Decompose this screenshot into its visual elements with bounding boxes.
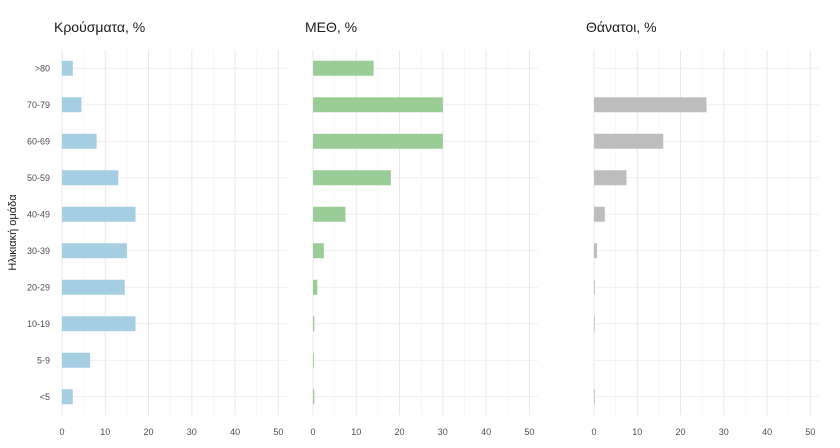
x-tick-label: 20 — [144, 427, 154, 437]
bar-10-19 — [62, 316, 136, 332]
x-tick-label: 20 — [395, 427, 405, 437]
bar-<5 — [62, 389, 73, 405]
y-tick-label: 70-79 — [27, 100, 50, 110]
x-tick-label: 50 — [805, 427, 815, 437]
bar-50-59 — [62, 170, 119, 186]
bar-20-29 — [594, 279, 595, 295]
x-tick-label: 10 — [632, 427, 642, 437]
bar->80 — [313, 60, 374, 76]
bar-10-19 — [594, 316, 595, 332]
bar-50-59 — [313, 170, 391, 186]
y-tick-label: 40-49 — [27, 209, 50, 219]
bar-20-29 — [62, 279, 125, 295]
bar-60-69 — [594, 133, 664, 149]
y-axis-title: Ηλικιακή ομάδα — [7, 194, 19, 271]
panel-2: 0 10 20 30 40 50 ΜΕΘ, % — [305, 19, 538, 437]
panel-1: 0 10 20 30 40 50 Κρούσματα, % — [54, 19, 287, 437]
x-tick-label: 30 — [187, 427, 197, 437]
bar-<5 — [313, 389, 315, 405]
x-tick-label: 30 — [438, 427, 448, 437]
y-tick-label: 60-69 — [27, 136, 50, 146]
bar-70-79 — [62, 97, 82, 113]
y-tick-label: 5-9 — [37, 355, 50, 365]
bar-50-59 — [594, 170, 627, 186]
y-tick-label: 20-29 — [27, 282, 50, 292]
panel-3: 0 10 20 30 40 50 Θάνατοι, % — [586, 19, 819, 437]
x-tick-label: 40 — [762, 427, 772, 437]
bar-60-69 — [313, 133, 443, 149]
x-tick-label: 10 — [100, 427, 110, 437]
bar-40-49 — [594, 206, 605, 222]
bar-70-79 — [594, 97, 707, 113]
x-tick-label: 10 — [351, 427, 361, 437]
bar->80 — [62, 60, 73, 76]
x-tick-label: 50 — [524, 427, 534, 437]
bar-<5 — [594, 389, 595, 405]
bar-10-19 — [313, 316, 315, 332]
bar-40-49 — [62, 206, 136, 222]
panel-title: ΜΕΘ, % — [305, 19, 357, 35]
x-tick-label: 0 — [59, 427, 64, 437]
bar-30-39 — [594, 243, 598, 259]
panel-title: Θάνατοι, % — [586, 19, 657, 35]
bar-30-39 — [313, 243, 324, 259]
bar-40-49 — [313, 206, 346, 222]
bar-60-69 — [62, 133, 97, 149]
bar-30-39 — [62, 243, 127, 259]
y-tick-label: 10-19 — [27, 319, 50, 329]
x-tick-label: 40 — [230, 427, 240, 437]
x-tick-label: 50 — [273, 427, 283, 437]
x-tick-label: 20 — [676, 427, 686, 437]
x-tick-label: 40 — [481, 427, 491, 437]
y-tick-label: 50-59 — [27, 173, 50, 183]
x-tick-label: 30 — [719, 427, 729, 437]
bar-20-29 — [313, 279, 318, 295]
panel-title: Κρούσματα, % — [54, 19, 145, 35]
bar-5-9 — [313, 352, 314, 368]
y-tick-label: >80 — [35, 63, 50, 73]
x-tick-label: 0 — [591, 427, 596, 437]
bar-70-79 — [313, 97, 443, 113]
x-tick-label: 0 — [310, 427, 315, 437]
y-tick-label: <5 — [40, 392, 50, 402]
bar-5-9 — [62, 352, 91, 368]
y-tick-label: 30-39 — [27, 246, 50, 256]
